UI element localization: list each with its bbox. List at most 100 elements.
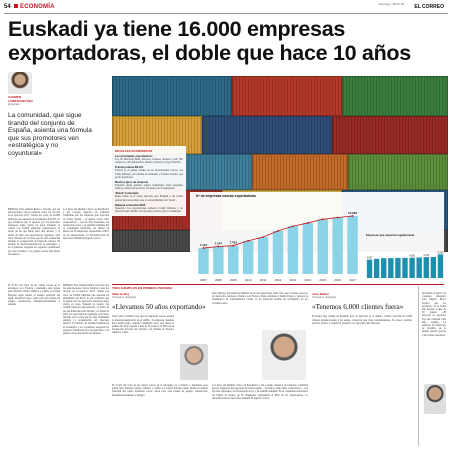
chart-bar [257,237,269,274]
regular-exporters-chart: 3.937 4.351 4.471 5.060 [366,251,444,278]
info-title: DETALLES ECONÓMICOS [115,149,153,153]
testimonial-3-role: Consejero delegado [312,296,337,299]
chart-x-tick: 2011 [260,278,267,282]
chart-x-tick: 2008 [215,278,222,282]
sidebar-rule [418,286,419,446]
info-box: DETALLES ECONÓMICOS Los principales expo… [112,146,186,217]
page-number: 54 [4,4,11,10]
chart2-bar [373,258,380,278]
info-text-3: Exportan desde grandes grupos industrial… [115,184,183,191]
info-text-5: Superávit. Las exportaciones sumaron 21.… [115,206,183,214]
testimonial-1-text: Juan Carlos Ceballos cree que las empres… [112,315,174,335]
info-subtitle-3: Muchos tipos de empresa [115,181,149,185]
chart-right-note: Empresas que exportan regularmente [366,232,444,237]
chart-point [321,218,324,221]
chart2-bar [437,254,444,278]
chart2-bar [423,257,429,278]
headline: Euskadi ya tiene 16.000 empresas exporta… [8,17,411,65]
testimonial-3: Josu Bilbao Consejero delegado «Tenemos … [312,292,412,325]
chart-point [202,247,205,249]
chart-x-tick: 2013 [290,278,297,282]
chart-point [247,239,250,242]
testimonial-1-role: Consejero delegado [112,296,137,299]
chart-point [336,216,339,219]
chart2-data-label: 4.351 [409,255,416,258]
tres-heading: TRES EJEMPLOS EN PRIMERA PERSONA [112,286,173,290]
testimonial-2: Sixto (Rioja), una empresa familiar de t… [212,292,308,305]
header-rule [4,13,448,14]
chart-point [292,225,294,228]
chart-bar [287,226,299,274]
body-column-1: BILBAO. Esta semana hemos conocido que l… [8,208,60,256]
info-subtitle-4: ‘Brexit’ controlado [115,192,139,196]
info-text-1: Top 10: Mercedes Benz, Petronor, Gamesa,… [115,158,183,165]
chart-bar [242,240,254,274]
chart-point [277,230,279,232]
section-label: ECONOMÍA [14,4,55,10]
info-text-2: Francia es el primer destino de las expo… [115,169,183,179]
chart-point [217,245,220,248]
chart2-bar [366,259,373,278]
chart-right-note-title: Empresas que exportan regularmente [366,234,415,237]
info-subtitle-2: Francia retiene EE.UU. [115,166,144,170]
chart-bar [317,219,328,274]
testimonial-1-photo [180,344,208,380]
sidebar-photo [424,384,446,414]
testimonial-1: Iñaki Godoy Consejero delegado «Llevamos… [112,292,208,335]
testimonial-3-name: Josu Bilbao [312,292,330,296]
chart-bar [302,222,314,274]
chart-point [232,244,235,247]
chart2-data-label: 3.937 [367,257,374,260]
chart-bar [272,230,284,274]
chart-data-label: 7.547 [215,241,223,245]
sidebar-text: Sin miedo al Alava. Su consejero delegad… [422,292,446,337]
chart-bar [332,217,343,274]
chart2-bar [402,257,408,278]
subheadline: La comunidad, que sigue tirando del conj… [8,112,92,157]
chart-x-tick: 2014 [304,278,311,282]
chart2-bar [416,257,422,278]
chart-x-tick: 2012 [275,278,282,282]
testimonial-1-text-cont: El 27,4% del valor de las ventas vascas … [112,384,208,397]
section-name: ECONOMÍA [20,4,55,10]
chart2-bar [430,257,437,278]
chart-bar [213,246,224,274]
chart-point [262,236,264,239]
exporters-chart: 2007 7.112 2008 7.547 2009 7.762 2010 2011 2012 2… [198,211,358,282]
info-text-4: Reino Unido es el cuarto mercado para Eu… [115,195,183,202]
chart2-bar [395,257,401,278]
chart2-bar [409,257,415,278]
body-column-2: Los datos del Instituto Vasco de Estadís… [63,208,109,240]
section-square-icon [14,4,18,9]
info-subtitle-5: Balanza comercial 2016 [115,203,146,207]
author-name: CARMEN LARRAKOETXEA [8,95,34,103]
chart-data-label: 7.762 [230,241,238,245]
chart-point [351,215,354,217]
date-line: Domingo, 18.02.18 [379,2,404,7]
chart-data-label: 15.906 [348,211,358,215]
chart-title: Nº de empresas vascas exportadoras [196,194,257,198]
author-photo [8,72,32,94]
testimonial-1-name: Iñaki Godoy [112,292,130,296]
chart-data-label: 7.112 [200,243,208,247]
chart-bar [347,215,358,274]
testimonial-1-quote: «Llevamos 50 años exportando» [112,303,206,311]
body-column-1b: El 27,4% del valor de las ventas vascas … [8,284,60,307]
chart-point [306,222,309,224]
chart-x-tick: 2017 [349,278,356,282]
masthead: EL CORREO [414,4,444,10]
testimonial-2-photo [262,330,306,380]
chart2-data-label: 4.471 [423,254,430,257]
info-subtitle-1: Los principales exportadores [115,155,153,158]
body-column-2b: BILBAO. Esta semana hemos conocido que l… [63,284,109,336]
chart2-bar [381,258,387,278]
chart-bar [198,248,209,274]
chart-x-tick: 2016 [334,278,341,282]
chart2-bar [388,258,394,278]
chart-x-tick: 2010 [245,278,252,282]
author-handle: @clarrako [8,103,20,106]
chart-x-tick: 2007 [200,278,207,282]
testimonial-2-text: Sixto (Rioja), una empresa familiar de t… [212,292,308,305]
tres-rule [112,284,444,285]
author-last-name: LARRAKOETXEA [8,98,34,103]
